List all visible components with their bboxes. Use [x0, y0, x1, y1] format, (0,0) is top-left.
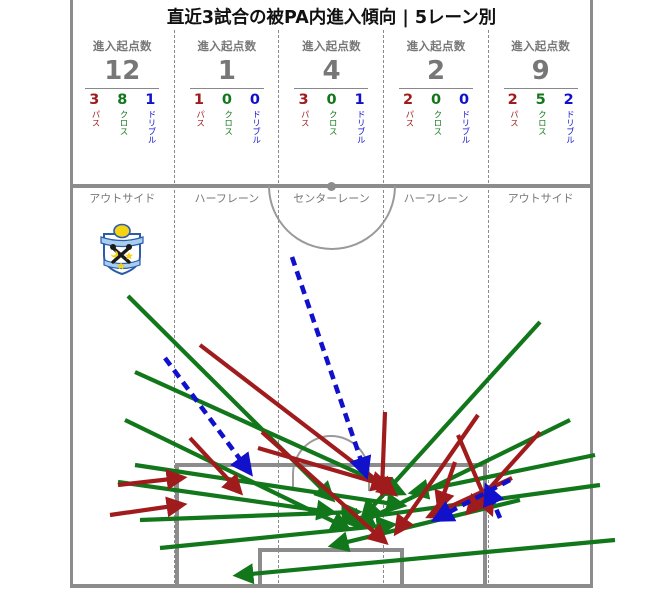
stat-divider — [294, 88, 369, 89]
stat-total: 12 — [104, 56, 141, 86]
breakdown-dribble: 2 ドリブル — [561, 92, 576, 145]
cross-count: 5 — [535, 92, 546, 108]
dribble-count: 1 — [354, 92, 365, 108]
breakdown-pass: 3 パス — [87, 93, 102, 144]
dribble-label: ドリブル — [355, 110, 366, 144]
breakdown-cross: 0 クロス — [324, 93, 339, 144]
stat-caption: 進入起点数 — [197, 39, 257, 53]
breakdown-pass: 3 パス — [296, 93, 311, 144]
stat-breakdown: 3 パス 0 クロス 1 ドリブル — [296, 92, 367, 145]
stat-divider — [189, 88, 264, 89]
stat-total: 1 — [217, 56, 236, 86]
breakdown-pass: 2 パス — [401, 93, 416, 144]
pass-count: 3 — [298, 92, 309, 108]
breakdown-cross: 0 クロス — [429, 93, 444, 144]
lane-divider-1 — [174, 30, 175, 588]
stat-breakdown: 1 パス 0 クロス 0 ドリブル — [191, 92, 262, 145]
lane-name-5: アウトサイド — [507, 192, 574, 205]
cross-arrows — [117, 294, 616, 585]
lane-divider-4 — [488, 30, 489, 588]
dribble-count: 0 — [249, 92, 260, 108]
stat-caption: 進入起点数 — [92, 39, 152, 53]
breakdown-dribble: 0 ドリブル — [247, 92, 262, 145]
cross-count: 0 — [221, 92, 232, 108]
footer: データは2025/08/11時点 © SPORTERIA STATs — [0, 590, 663, 611]
dribble-label: ドリブル — [250, 110, 261, 144]
lane-stats-row: 進入起点数 12 3 パス 8 クロス 1 ドリブル 進入起点数 1 — [70, 36, 593, 184]
lane-name-row: アウトサイド ハーフレーン センターレーン ハーフレーン アウトサイド — [70, 190, 593, 210]
lane-name-2: ハーフレーン — [194, 192, 260, 205]
page-title: 直近3試合の被PA内進入傾向 | 5レーン別 — [166, 8, 497, 28]
lane-name-3: センターレーン — [293, 192, 370, 205]
pass-count: 2 — [507, 92, 518, 108]
lane-name-1: アウトサイド — [89, 192, 156, 205]
lane-stat-3: 進入起点数 4 3 パス 0 クロス 1 ドリブル — [279, 36, 384, 184]
pass-label: パス — [508, 110, 519, 127]
lane-name-4: ハーフレーン — [403, 192, 469, 205]
goal-line — [70, 584, 593, 588]
stat-total: 9 — [531, 56, 550, 86]
lane-stat-5: 進入起点数 9 2 パス 5 クロス 2 ドリブル — [488, 36, 593, 184]
pass-label: パス — [299, 110, 310, 127]
breakdown-dribble: 1 ドリブル — [352, 92, 367, 145]
penalty-area — [175, 463, 487, 588]
stat-total: 4 — [322, 56, 341, 86]
breakdown-dribble: 0 ドリブル — [457, 92, 472, 145]
pass-count: 3 — [89, 92, 100, 108]
stat-divider — [399, 88, 474, 89]
pass-label: パス — [90, 110, 101, 127]
lane-divider-3 — [383, 30, 384, 588]
dribble-label: ドリブル — [459, 110, 470, 144]
breakdown-pass: 2 パス — [505, 93, 520, 144]
stat-caption: 進入起点数 — [511, 39, 571, 53]
dribble-count: 1 — [145, 92, 156, 108]
dribble-count: 2 — [563, 92, 574, 108]
stat-divider — [503, 88, 578, 89]
stat-breakdown: 3 パス 8 クロス 1 ドリブル — [87, 92, 158, 145]
pass-label: パス — [403, 110, 414, 127]
cross-label: クロス — [327, 110, 338, 136]
dribble-count: 0 — [459, 92, 470, 108]
pass-count: 2 — [403, 92, 414, 108]
pass-count: 1 — [193, 92, 204, 108]
lane-divider-2 — [278, 30, 279, 588]
breakdown-dribble: 1 ドリブル — [143, 92, 158, 145]
cross-count: 0 — [326, 92, 337, 108]
breakdown-cross: 8 クロス — [115, 93, 130, 144]
breakdown-cross: 0 クロス — [219, 93, 234, 144]
dribble-label: ドリブル — [564, 110, 575, 144]
cross-label: クロス — [536, 110, 547, 136]
cross-count: 0 — [431, 92, 442, 108]
stat-divider — [85, 88, 160, 89]
pitch-frame — [70, 0, 593, 588]
cross-count: 8 — [117, 92, 128, 108]
lane-stat-1: 進入起点数 12 3 パス 8 クロス 1 ドリブル — [70, 36, 175, 184]
stat-caption: 進入起点数 — [301, 39, 361, 53]
lane-stat-4: 進入起点数 2 2 パス 0 クロス 0 ドリブル — [384, 36, 489, 184]
stat-caption: 進入起点数 — [406, 39, 466, 53]
pass-label: パス — [194, 110, 205, 127]
stat-breakdown: 2 パス 5 クロス 2 ドリブル — [505, 92, 576, 145]
breakdown-pass: 1 パス — [191, 93, 206, 144]
stat-breakdown: 2 パス 0 クロス 0 ドリブル — [401, 92, 472, 145]
team-crest-icon — [98, 222, 146, 276]
cross-label: クロス — [118, 110, 129, 136]
lane-stat-2: 進入起点数 1 1 パス 0 クロス 0 ドリブル — [175, 36, 280, 184]
cross-label: クロス — [222, 110, 233, 136]
dribble-arrows — [163, 256, 512, 522]
cross-label: クロス — [431, 110, 442, 136]
stat-total: 2 — [427, 56, 446, 86]
breakdown-cross: 5 クロス — [533, 93, 548, 144]
dribble-label: ドリブル — [146, 110, 157, 144]
